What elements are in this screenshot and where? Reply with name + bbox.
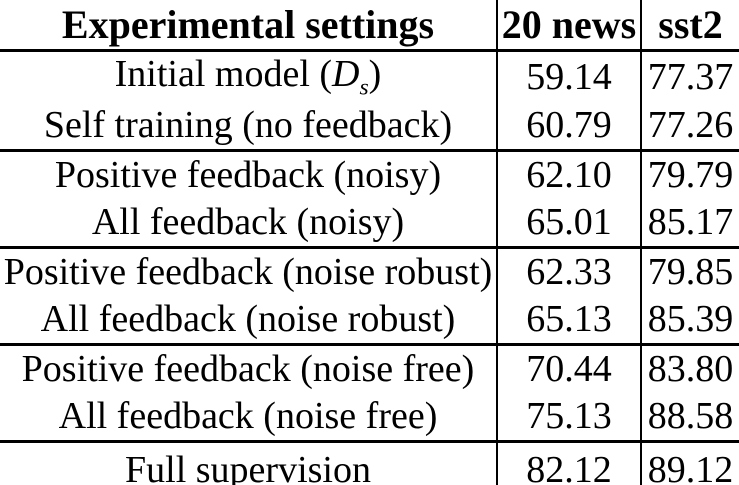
row-label: Positive feedback (noise free) [0, 344, 498, 393]
header-row: Experimental settings 20 news sst2 [0, 0, 739, 52]
metric-value: 60.79 [497, 101, 642, 151]
metric-value: 75.13 [497, 392, 642, 442]
metric-value: 85.39 [647, 298, 734, 341]
table-row: Positive feedback (noise robust) 62.33 79.… [0, 247, 739, 296]
table-section: Positive feedback (noisy) 62.10 79.79 All f… [0, 150, 739, 248]
metric-value: 62.33 [497, 247, 642, 296]
metric-value: 65.13 [497, 295, 642, 345]
metric-value: 62.10 [497, 150, 642, 199]
column-header-20-news: 20 news [497, 0, 642, 52]
metric-value: 88.58 [647, 395, 734, 438]
metric-value: 79.79 [647, 154, 734, 197]
row-label: Initial model (Ds) [0, 50, 498, 102]
table-section: Positive feedback (noise robust) 62.33 79.… [0, 247, 739, 345]
metric-value: 77.26 [647, 104, 734, 147]
column-header-experimental-settings: Experimental settings [0, 0, 498, 52]
table-row: Positive feedback (noisy) 62.10 79.79 [0, 150, 739, 199]
metric-value: 82.12 [497, 441, 642, 485]
row-label: All feedback (noisy) [0, 198, 498, 248]
row-label: Full supervision [0, 441, 498, 485]
row-label: Positive feedback (noisy) [0, 150, 498, 199]
table-header: Experimental settings 20 news sst2 [0, 0, 739, 52]
math-variable: D [332, 53, 360, 95]
metric-value: 83.80 [647, 348, 734, 391]
row-label: All feedback (noise free) [0, 392, 498, 442]
row-label: Positive feedback (noise robust) [0, 247, 498, 296]
metric-value: 59.14 [497, 50, 642, 102]
metric-value: 79.85 [647, 251, 734, 294]
table-row: All feedback (noise robust) 65.13 85.39 [0, 295, 739, 345]
metric-value: 70.44 [497, 344, 642, 393]
metric-value: 77.37 [647, 55, 734, 98]
table-section: Full supervision 82.12 89.12 [0, 441, 739, 485]
column-header-sst2: sst2 [641, 0, 739, 52]
table-row: All feedback (noisy) 65.01 85.17 [0, 198, 739, 248]
metric-value: 89.12 [647, 448, 734, 485]
row-label: All feedback (noise robust) [0, 295, 498, 345]
label-text: Initial model ( [114, 53, 333, 95]
table-row: Positive feedback (noise free) 70.44 83.80 [0, 344, 739, 393]
table-row: All feedback (noise free) 75.13 88.58 [0, 392, 739, 442]
label-text: ) [368, 53, 382, 95]
table-row: Self training (no feedback) 60.79 77.26 [0, 101, 739, 151]
metric-value: 65.01 [497, 198, 642, 248]
metric-value: 85.17 [647, 201, 734, 244]
table-row: Full supervision 82.12 89.12 [0, 441, 739, 485]
math-subscript: s [359, 74, 369, 101]
table-row: Initial model (Ds) 59.14 77.37 [0, 50, 739, 102]
table-section: Initial model (Ds) 59.14 77.37 Self trainin… [0, 50, 739, 151]
row-label: Self training (no feedback) [0, 101, 498, 151]
table-section: Positive feedback (noise free) 70.44 83.80… [0, 344, 739, 442]
